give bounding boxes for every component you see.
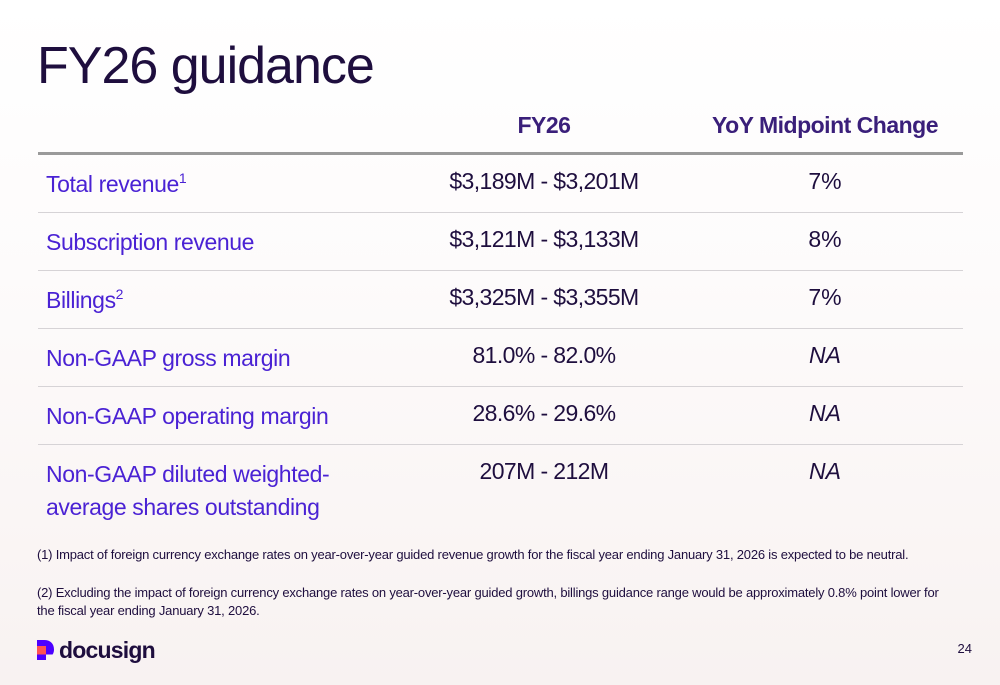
row-label: Billings2 (46, 286, 124, 313)
table-row: Total revenue1 $3,189M - $3,201M 7% (38, 155, 963, 213)
docusign-logo: docusign (37, 636, 156, 663)
page-number: 24 (957, 641, 972, 656)
row-range: $3,121M - $3,133M (449, 226, 639, 252)
row-yoy: 7% (808, 284, 842, 310)
row-yoy: NA (809, 400, 841, 426)
row-yoy: 7% (808, 168, 842, 194)
row-label: Non-GAAP operating margin (46, 403, 329, 429)
table-row: Non-GAAP operating margin 28.6% - 29.6% … (38, 387, 963, 445)
row-label: Non-GAAP diluted weighted-average shares… (46, 461, 330, 521)
table-row: Subscription revenue $3,121M - $3,133M 8… (38, 213, 963, 271)
column-header-fy26: FY26 (517, 112, 571, 138)
footnote-marker: 1 (178, 170, 187, 186)
page-title: FY26 guidance (37, 37, 375, 95)
row-yoy: 8% (808, 226, 842, 252)
row-label: Non-GAAP gross margin (46, 345, 291, 371)
header-divider (38, 152, 963, 155)
row-range: $3,325M - $3,355M (449, 284, 639, 310)
row-range: 207M - 212M (479, 458, 610, 484)
guidance-table: Total revenue1 $3,189M - $3,201M 7% Subs… (38, 155, 963, 523)
footnote-1: (1) Impact of foreign currency exchange … (37, 547, 909, 562)
row-label: Total revenue1 (46, 170, 187, 197)
row-range: 81.0% - 82.0% (472, 342, 616, 368)
logo-text: docusign (59, 636, 156, 663)
column-header-yoy-midpoint-change: YoY Midpoint Change (711, 112, 939, 138)
row-label: Subscription revenue (46, 229, 255, 255)
table-row: Non-GAAP gross margin 81.0% - 82.0% NA (38, 329, 963, 387)
table-row: Billings2 $3,325M - $3,355M 7% (38, 271, 963, 329)
footnote-marker: 2 (115, 286, 124, 302)
table-header: FY26 YoY Midpoint Change (0, 112, 1000, 142)
footnote-2: (2) Excluding the impact of foreign curr… (37, 585, 939, 618)
row-range: 28.6% - 29.6% (472, 400, 616, 426)
table-row: Non-GAAP diluted weighted-average shares… (38, 445, 963, 523)
row-range: $3,189M - $3,201M (449, 168, 639, 194)
docusign-logo-icon (37, 640, 54, 660)
row-yoy: NA (809, 342, 841, 368)
row-yoy: NA (809, 458, 841, 484)
